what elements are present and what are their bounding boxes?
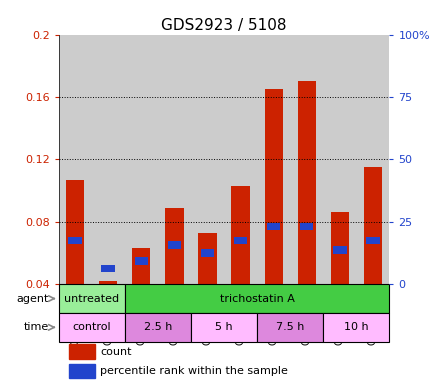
- Bar: [264, 89, 282, 284]
- Bar: [266, 223, 280, 230]
- Bar: [125, 284, 388, 313]
- Bar: [363, 167, 381, 284]
- Bar: [68, 237, 82, 244]
- Bar: [125, 35, 158, 284]
- Bar: [289, 35, 322, 284]
- Text: count: count: [100, 347, 131, 357]
- Text: time: time: [23, 322, 49, 333]
- Bar: [92, 35, 125, 284]
- Bar: [224, 35, 256, 284]
- Bar: [322, 313, 388, 342]
- Bar: [165, 208, 183, 284]
- Bar: [198, 233, 216, 284]
- Text: percentile rank within the sample: percentile rank within the sample: [100, 366, 287, 376]
- Bar: [167, 241, 181, 249]
- Bar: [297, 81, 315, 284]
- Text: 2.5 h: 2.5 h: [143, 322, 172, 333]
- Bar: [299, 223, 313, 230]
- Bar: [134, 257, 148, 265]
- Text: agent: agent: [16, 293, 49, 304]
- Text: GDS2923 / 5108: GDS2923 / 5108: [161, 18, 286, 33]
- Bar: [158, 35, 191, 284]
- Bar: [355, 35, 388, 284]
- Bar: [99, 281, 117, 284]
- Text: untreated: untreated: [64, 293, 119, 304]
- Bar: [191, 35, 224, 284]
- Bar: [231, 186, 249, 284]
- Text: control: control: [72, 322, 111, 333]
- Bar: [256, 313, 322, 342]
- Bar: [191, 313, 256, 342]
- Bar: [101, 265, 115, 273]
- Bar: [69, 364, 95, 378]
- Text: 7.5 h: 7.5 h: [275, 322, 304, 333]
- Bar: [330, 212, 348, 284]
- Text: 5 h: 5 h: [215, 322, 232, 333]
- Bar: [256, 35, 289, 284]
- Bar: [332, 246, 346, 254]
- Bar: [233, 237, 247, 244]
- Bar: [59, 313, 125, 342]
- Bar: [125, 313, 191, 342]
- Bar: [69, 344, 95, 359]
- Bar: [365, 237, 379, 244]
- Bar: [66, 180, 84, 284]
- Bar: [322, 35, 355, 284]
- Bar: [59, 284, 125, 313]
- Bar: [59, 35, 92, 284]
- Bar: [200, 249, 214, 257]
- Text: 10 h: 10 h: [343, 322, 368, 333]
- Text: trichostatin A: trichostatin A: [219, 293, 294, 304]
- Bar: [132, 248, 150, 284]
